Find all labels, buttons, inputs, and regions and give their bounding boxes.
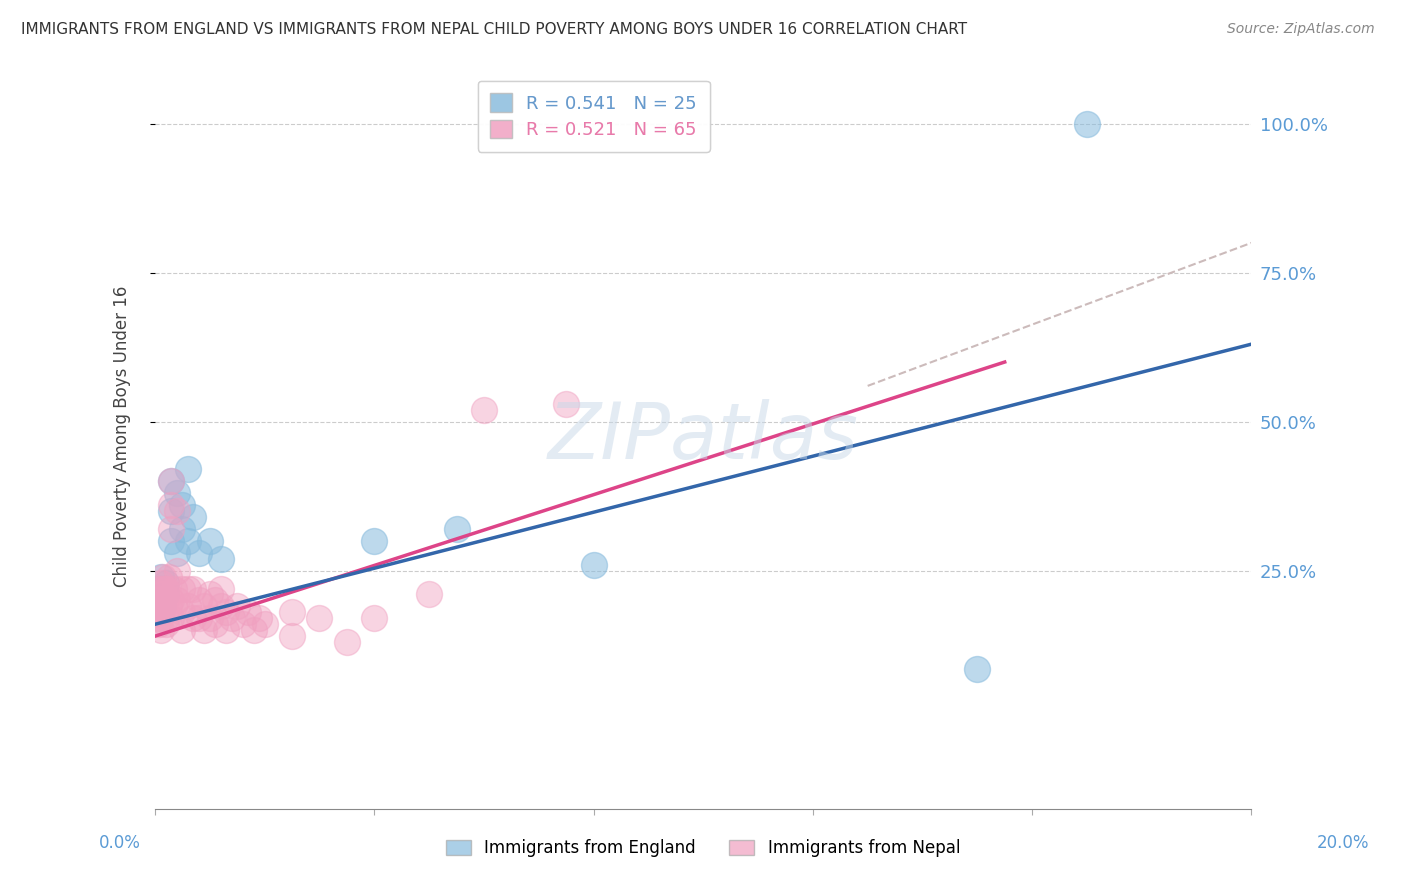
Point bbox=[160, 593, 183, 607]
Point bbox=[308, 611, 330, 625]
Text: IMMIGRANTS FROM ENGLAND VS IMMIGRANTS FROM NEPAL CHILD POVERTY AMONG BOYS UNDER : IMMIGRANTS FROM ENGLAND VS IMMIGRANTS FR… bbox=[21, 22, 967, 37]
Point bbox=[204, 617, 226, 632]
Point bbox=[172, 582, 194, 596]
Point bbox=[157, 569, 180, 583]
Point bbox=[242, 624, 264, 638]
Point bbox=[152, 569, 174, 583]
Point bbox=[209, 551, 232, 566]
Point bbox=[253, 617, 276, 632]
Point bbox=[187, 611, 209, 625]
Point bbox=[204, 593, 226, 607]
Point bbox=[163, 582, 186, 596]
Point bbox=[166, 593, 188, 607]
Point bbox=[160, 533, 183, 548]
Point bbox=[177, 582, 200, 596]
Point bbox=[177, 533, 200, 548]
Point bbox=[177, 599, 200, 614]
Point bbox=[146, 605, 169, 619]
Point bbox=[148, 582, 170, 596]
Point bbox=[582, 558, 605, 572]
Point bbox=[163, 599, 186, 614]
Point bbox=[160, 474, 183, 488]
Point bbox=[148, 582, 170, 596]
Point bbox=[555, 397, 578, 411]
Point bbox=[146, 593, 169, 607]
Point bbox=[187, 546, 209, 560]
Point bbox=[363, 611, 385, 625]
Point bbox=[1076, 117, 1098, 131]
Point bbox=[152, 599, 174, 614]
Legend: R = 0.541   N = 25, R = 0.521   N = 65: R = 0.541 N = 25, R = 0.521 N = 65 bbox=[478, 80, 710, 152]
Point bbox=[172, 605, 194, 619]
Point bbox=[160, 498, 183, 512]
Point bbox=[193, 624, 215, 638]
Point bbox=[363, 533, 385, 548]
Text: 20.0%: 20.0% bbox=[1316, 834, 1369, 852]
Point bbox=[149, 569, 172, 583]
Point bbox=[166, 546, 188, 560]
Point bbox=[183, 510, 205, 524]
Point bbox=[238, 605, 260, 619]
Point bbox=[160, 474, 183, 488]
Point bbox=[155, 617, 177, 632]
Point bbox=[148, 617, 170, 632]
Point bbox=[149, 605, 172, 619]
Point bbox=[172, 624, 194, 638]
Point bbox=[152, 599, 174, 614]
Point bbox=[172, 498, 194, 512]
Point bbox=[221, 611, 243, 625]
Point bbox=[146, 599, 169, 614]
Point bbox=[172, 522, 194, 536]
Point bbox=[152, 582, 174, 596]
Point bbox=[198, 533, 221, 548]
Point bbox=[177, 462, 200, 476]
Text: 0.0%: 0.0% bbox=[98, 834, 141, 852]
Point bbox=[193, 599, 215, 614]
Point bbox=[149, 624, 172, 638]
Point bbox=[281, 629, 304, 643]
Point bbox=[160, 504, 183, 518]
Point bbox=[145, 593, 167, 607]
Point bbox=[187, 593, 209, 607]
Point bbox=[157, 599, 180, 614]
Y-axis label: Child Poverty Among Boys Under 16: Child Poverty Among Boys Under 16 bbox=[114, 285, 131, 587]
Point bbox=[145, 611, 167, 625]
Point bbox=[149, 611, 172, 625]
Point bbox=[166, 564, 188, 578]
Point bbox=[472, 402, 495, 417]
Point bbox=[149, 605, 172, 619]
Point bbox=[149, 575, 172, 590]
Point bbox=[160, 611, 183, 625]
Point bbox=[155, 593, 177, 607]
Point bbox=[209, 582, 232, 596]
Point bbox=[166, 486, 188, 500]
Point bbox=[209, 599, 232, 614]
Point bbox=[183, 582, 205, 596]
Point bbox=[148, 593, 170, 607]
Point bbox=[281, 605, 304, 619]
Point bbox=[198, 611, 221, 625]
Point bbox=[149, 587, 172, 601]
Point bbox=[198, 587, 221, 601]
Point bbox=[183, 611, 205, 625]
Text: Source: ZipAtlas.com: Source: ZipAtlas.com bbox=[1227, 22, 1375, 37]
Point bbox=[155, 611, 177, 625]
Point bbox=[160, 522, 183, 536]
Point bbox=[215, 605, 238, 619]
Point bbox=[247, 611, 270, 625]
Point bbox=[336, 635, 359, 649]
Point bbox=[166, 504, 188, 518]
Point bbox=[155, 575, 177, 590]
Point bbox=[446, 522, 468, 536]
Text: ZIPatlas: ZIPatlas bbox=[548, 399, 859, 475]
Point bbox=[232, 617, 254, 632]
Point bbox=[226, 599, 249, 614]
Point bbox=[966, 662, 988, 676]
Point bbox=[155, 582, 177, 596]
Point bbox=[418, 587, 440, 601]
Point bbox=[215, 624, 238, 638]
Point bbox=[155, 587, 177, 601]
